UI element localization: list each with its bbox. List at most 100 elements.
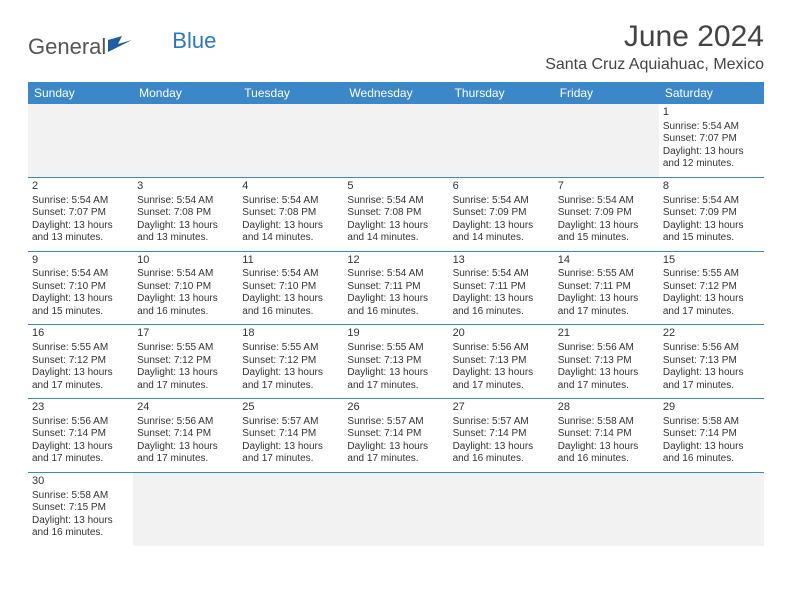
calendar-day-cell: 10Sunrise: 5:54 AMSunset: 7:10 PMDayligh… xyxy=(133,251,238,325)
sunset-text: Sunset: 7:13 PM xyxy=(347,355,444,368)
calendar-day-cell: 26Sunrise: 5:57 AMSunset: 7:14 PMDayligh… xyxy=(343,399,448,473)
sunset-text: Sunset: 7:12 PM xyxy=(137,355,234,368)
sunset-text: Sunset: 7:09 PM xyxy=(558,207,655,220)
daylight-text: Daylight: 13 hours xyxy=(558,367,655,380)
day-number: 24 xyxy=(137,401,234,415)
calendar-day-cell: 6Sunrise: 5:54 AMSunset: 7:09 PMDaylight… xyxy=(449,177,554,251)
daylight-text: and 16 minutes. xyxy=(663,453,760,466)
daylight-text: and 16 minutes. xyxy=(242,306,339,319)
daylight-text: Daylight: 13 hours xyxy=(242,367,339,380)
day-number: 2 xyxy=(32,180,129,194)
calendar-day-cell: 11Sunrise: 5:54 AMSunset: 7:10 PMDayligh… xyxy=(238,251,343,325)
day-number: 8 xyxy=(663,180,760,194)
calendar-day-cell: 1Sunrise: 5:54 AMSunset: 7:07 PMDaylight… xyxy=(659,104,764,177)
daylight-text: and 15 minutes. xyxy=(663,232,760,245)
sunrise-text: Sunrise: 5:56 AM xyxy=(137,416,234,429)
sunrise-text: Sunrise: 5:55 AM xyxy=(32,342,129,355)
sunrise-text: Sunrise: 5:56 AM xyxy=(663,342,760,355)
daylight-text: and 15 minutes. xyxy=(558,232,655,245)
daylight-text: and 14 minutes. xyxy=(242,232,339,245)
daylight-text: and 17 minutes. xyxy=(453,380,550,393)
sunset-text: Sunset: 7:07 PM xyxy=(663,133,760,146)
sunrise-text: Sunrise: 5:54 AM xyxy=(663,195,760,208)
day-number: 20 xyxy=(453,327,550,341)
day-number: 18 xyxy=(242,327,339,341)
weekday-header: Monday xyxy=(133,82,238,104)
daylight-text: Daylight: 13 hours xyxy=(663,146,760,159)
daylight-text: Daylight: 13 hours xyxy=(453,220,550,233)
calendar-day-cell: 24Sunrise: 5:56 AMSunset: 7:14 PMDayligh… xyxy=(133,399,238,473)
sunset-text: Sunset: 7:13 PM xyxy=(558,355,655,368)
sunset-text: Sunset: 7:14 PM xyxy=(137,428,234,441)
daylight-text: and 17 minutes. xyxy=(137,380,234,393)
daylight-text: and 17 minutes. xyxy=(347,380,444,393)
day-number: 25 xyxy=(242,401,339,415)
calendar-week-row: 16Sunrise: 5:55 AMSunset: 7:12 PMDayligh… xyxy=(28,325,764,399)
daylight-text: Daylight: 13 hours xyxy=(32,367,129,380)
daylight-text: and 17 minutes. xyxy=(558,306,655,319)
calendar-day-cell: 12Sunrise: 5:54 AMSunset: 7:11 PMDayligh… xyxy=(343,251,448,325)
calendar-week-row: 2Sunrise: 5:54 AMSunset: 7:07 PMDaylight… xyxy=(28,177,764,251)
day-number: 4 xyxy=(242,180,339,194)
sunset-text: Sunset: 7:10 PM xyxy=(32,281,129,294)
calendar-day-cell xyxy=(449,104,554,177)
daylight-text: Daylight: 13 hours xyxy=(137,441,234,454)
day-number: 16 xyxy=(32,327,129,341)
calendar-day-cell: 28Sunrise: 5:58 AMSunset: 7:14 PMDayligh… xyxy=(554,399,659,473)
day-number: 23 xyxy=(32,401,129,415)
calendar-day-cell: 4Sunrise: 5:54 AMSunset: 7:08 PMDaylight… xyxy=(238,177,343,251)
weekday-header: Thursday xyxy=(449,82,554,104)
calendar-day-cell: 21Sunrise: 5:56 AMSunset: 7:13 PMDayligh… xyxy=(554,325,659,399)
daylight-text: Daylight: 13 hours xyxy=(453,293,550,306)
sunset-text: Sunset: 7:10 PM xyxy=(242,281,339,294)
sunrise-text: Sunrise: 5:55 AM xyxy=(558,268,655,281)
daylight-text: and 15 minutes. xyxy=(32,306,129,319)
calendar-day-cell: 22Sunrise: 5:56 AMSunset: 7:13 PMDayligh… xyxy=(659,325,764,399)
day-number: 29 xyxy=(663,401,760,415)
sunrise-text: Sunrise: 5:54 AM xyxy=(32,195,129,208)
daylight-text: and 13 minutes. xyxy=(137,232,234,245)
weekday-header: Friday xyxy=(554,82,659,104)
sunset-text: Sunset: 7:11 PM xyxy=(558,281,655,294)
day-number: 1 xyxy=(663,106,760,120)
weekday-header: Tuesday xyxy=(238,82,343,104)
calendar-day-cell: 7Sunrise: 5:54 AMSunset: 7:09 PMDaylight… xyxy=(554,177,659,251)
calendar-day-cell: 23Sunrise: 5:56 AMSunset: 7:14 PMDayligh… xyxy=(28,399,133,473)
sunset-text: Sunset: 7:14 PM xyxy=(347,428,444,441)
sunset-text: Sunset: 7:12 PM xyxy=(32,355,129,368)
daylight-text: Daylight: 13 hours xyxy=(242,441,339,454)
sunset-text: Sunset: 7:14 PM xyxy=(663,428,760,441)
calendar-day-cell: 2Sunrise: 5:54 AMSunset: 7:07 PMDaylight… xyxy=(28,177,133,251)
calendar-day-cell: 29Sunrise: 5:58 AMSunset: 7:14 PMDayligh… xyxy=(659,399,764,473)
sunrise-text: Sunrise: 5:55 AM xyxy=(347,342,444,355)
day-number: 6 xyxy=(453,180,550,194)
sunset-text: Sunset: 7:08 PM xyxy=(347,207,444,220)
daylight-text: Daylight: 13 hours xyxy=(558,220,655,233)
sunrise-text: Sunrise: 5:56 AM xyxy=(32,416,129,429)
sunset-text: Sunset: 7:11 PM xyxy=(347,281,444,294)
day-number: 11 xyxy=(242,254,339,268)
calendar-day-cell: 3Sunrise: 5:54 AMSunset: 7:08 PMDaylight… xyxy=(133,177,238,251)
calendar-day-cell: 17Sunrise: 5:55 AMSunset: 7:12 PMDayligh… xyxy=(133,325,238,399)
daylight-text: Daylight: 13 hours xyxy=(137,220,234,233)
location: Santa Cruz Aquiahuac, Mexico xyxy=(545,56,764,74)
calendar-day-cell xyxy=(238,472,343,545)
sunrise-text: Sunrise: 5:54 AM xyxy=(137,268,234,281)
calendar-week-row: 23Sunrise: 5:56 AMSunset: 7:14 PMDayligh… xyxy=(28,399,764,473)
calendar-day-cell xyxy=(554,472,659,545)
daylight-text: Daylight: 13 hours xyxy=(453,367,550,380)
sunrise-text: Sunrise: 5:57 AM xyxy=(242,416,339,429)
day-number: 15 xyxy=(663,254,760,268)
logo: General Blue xyxy=(28,20,216,60)
calendar-day-cell xyxy=(554,104,659,177)
daylight-text: and 17 minutes. xyxy=(32,453,129,466)
calendar-table: Sunday Monday Tuesday Wednesday Thursday… xyxy=(28,82,764,546)
day-number: 22 xyxy=(663,327,760,341)
day-number: 10 xyxy=(137,254,234,268)
daylight-text: Daylight: 13 hours xyxy=(347,293,444,306)
daylight-text: Daylight: 13 hours xyxy=(32,441,129,454)
daylight-text: Daylight: 13 hours xyxy=(32,293,129,306)
daylight-text: and 13 minutes. xyxy=(32,232,129,245)
sunset-text: Sunset: 7:10 PM xyxy=(137,281,234,294)
daylight-text: Daylight: 13 hours xyxy=(137,293,234,306)
